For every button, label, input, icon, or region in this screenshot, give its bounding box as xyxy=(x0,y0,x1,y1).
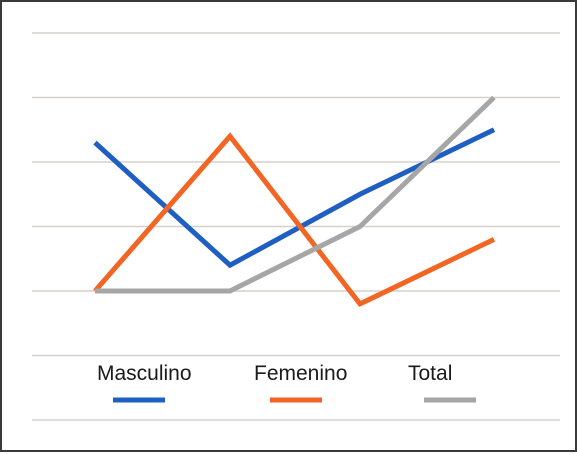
legend-label-femenino: Femenino xyxy=(254,362,347,385)
series-line-total xyxy=(95,95,496,294)
legend-label-total: Total xyxy=(408,362,452,385)
legend-label-masculino: Masculino xyxy=(97,362,192,385)
series-line-femenino xyxy=(93,132,496,308)
series-line-masculino xyxy=(93,127,496,269)
